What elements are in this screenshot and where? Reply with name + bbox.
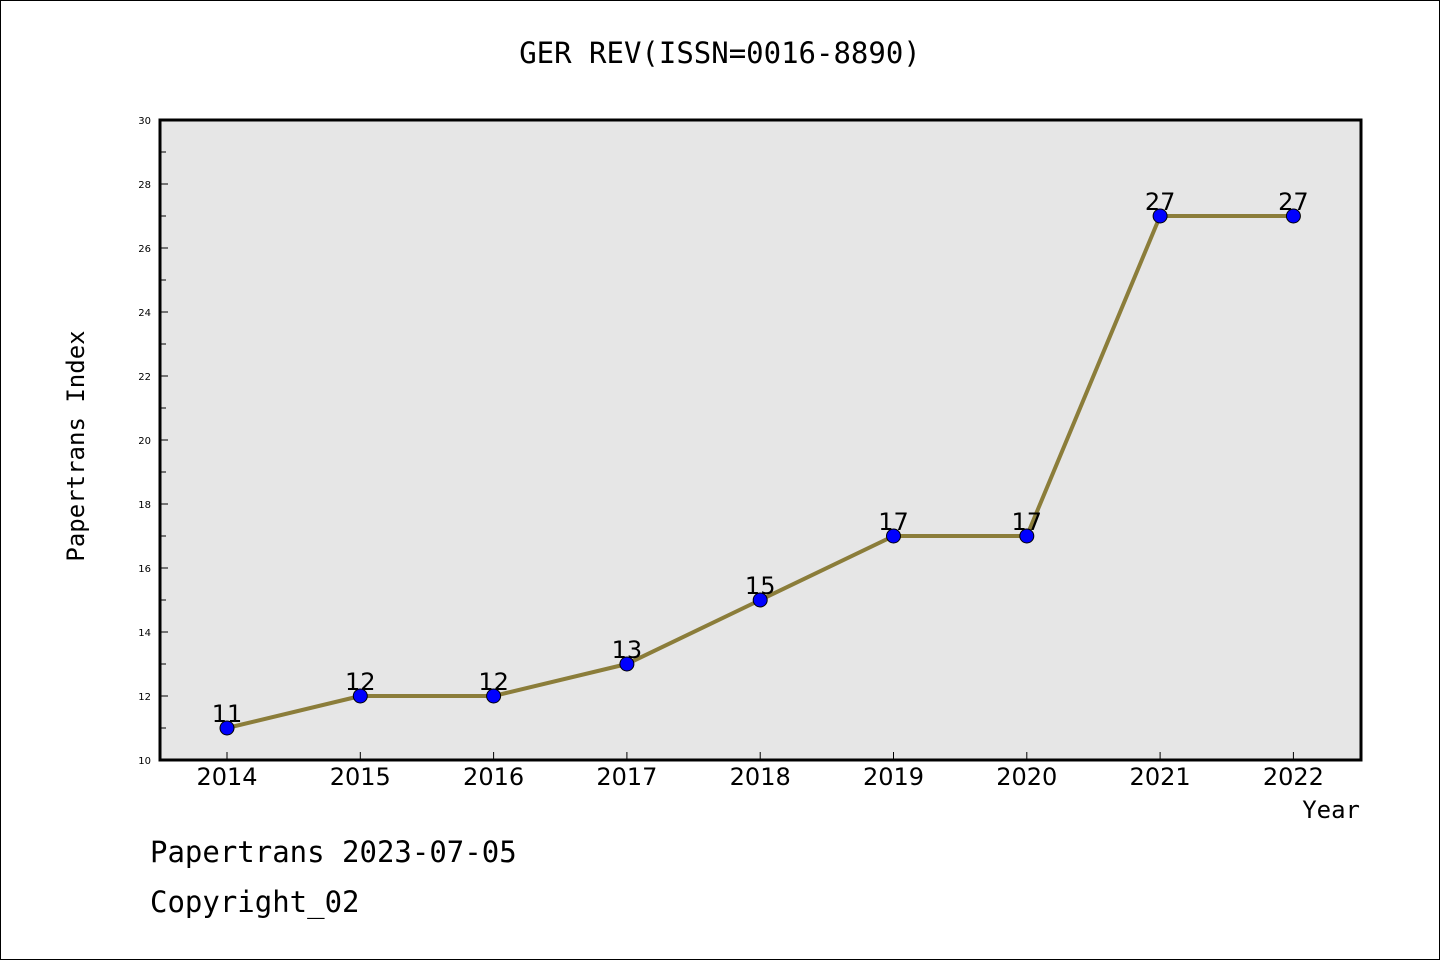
data-point	[1152, 208, 1168, 224]
footer-date-text: Papertrans 2023-07-05	[150, 835, 517, 869]
y-tick-label: 30	[138, 116, 151, 127]
y-tick-label: 18	[138, 500, 151, 511]
x-tick-label: 2016	[463, 763, 524, 791]
y-tick-label: 28	[138, 180, 151, 191]
x-tick-label: 2014	[196, 763, 257, 791]
x-tick-label: 2019	[863, 763, 924, 791]
x-axis-label: Year	[1302, 796, 1360, 824]
data-point	[1285, 208, 1301, 224]
plot-frame	[158, 118, 1363, 762]
data-point	[886, 528, 901, 544]
x-tick-label: 2018	[730, 763, 791, 791]
x-tick-label: 2021	[1130, 763, 1191, 791]
footer-copyright-text: Copyright_02	[150, 885, 360, 919]
plot-area	[160, 120, 1361, 760]
y-tick-label: 10	[138, 756, 151, 767]
y-tick-label: 16	[138, 564, 151, 575]
y-tick-label: 14	[138, 628, 151, 639]
x-tick-label: 2022	[1263, 763, 1324, 791]
x-tick-label: 2015	[330, 763, 391, 791]
data-point	[486, 688, 502, 704]
chart-title: GER REV(ISSN=0016-8890)	[519, 36, 921, 70]
data-point	[752, 592, 768, 608]
data-point	[219, 720, 235, 736]
y-tick-label: 22	[138, 372, 151, 383]
y-tick-label: 24	[138, 308, 151, 319]
data-point	[619, 656, 635, 672]
data-point	[352, 688, 368, 704]
y-tick-label: 12	[138, 692, 151, 703]
data-point	[1019, 528, 1035, 544]
y-tick-label: 20	[138, 436, 151, 447]
y-axis-label: Papertrans Index	[62, 330, 90, 562]
x-tick-label: 2020	[996, 763, 1057, 791]
x-tick-label: 2017	[596, 763, 657, 791]
y-tick-label: 26	[138, 244, 151, 255]
